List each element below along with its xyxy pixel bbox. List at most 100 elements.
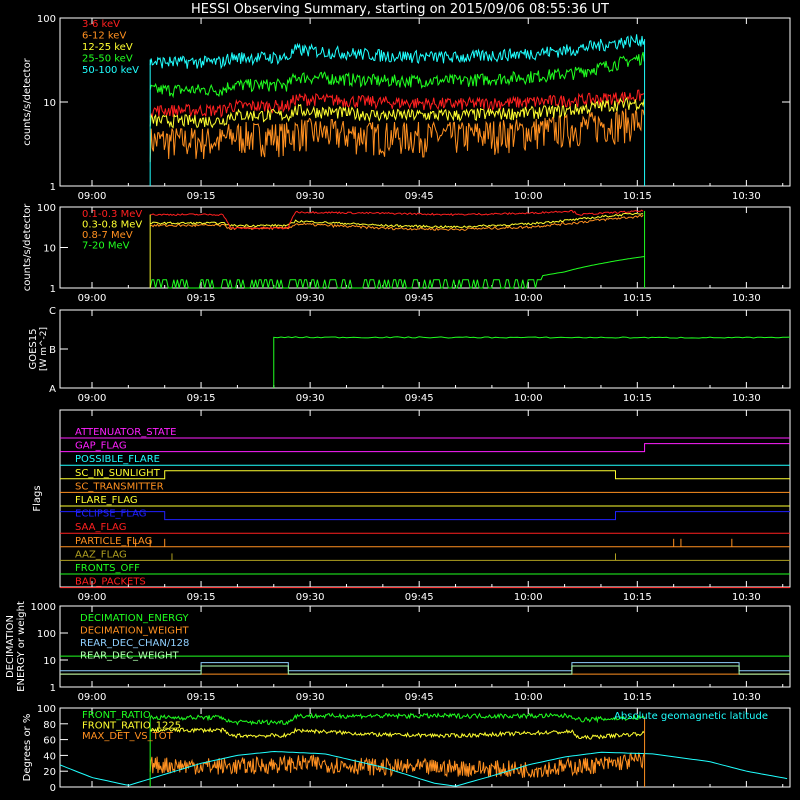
series-line-rear-dec-weight: [60, 665, 790, 675]
panel-frame: [59, 409, 791, 588]
time-tick-label: 09:30: [296, 592, 325, 603]
y-axis-label: counts/s/detector: [22, 57, 33, 145]
time-tick-label: 09:15: [187, 393, 216, 404]
flag-label: ATTENUATOR_STATE: [75, 427, 176, 438]
y-axis-label: GOES15: [28, 328, 39, 369]
y-tick-label: 10: [43, 98, 56, 109]
time-tick-label: 10:30: [732, 393, 761, 404]
y-tick-label: 1: [50, 683, 56, 694]
y-tick-label: 100: [37, 14, 56, 25]
legend-entry: 50-100 keV: [82, 65, 139, 76]
flag-trace-eclipse_flag: [60, 511, 790, 521]
time-tick-label: 09:45: [405, 393, 434, 404]
time-tick-label: 10:00: [514, 293, 543, 304]
series-line-50-100-kev: [149, 34, 645, 70]
flag-label: PARTICLE_FLAG: [75, 536, 152, 547]
decimation-panel: 09:00 09:15 09:30 09:45 10:00 10:15 10:30 1 10 10…: [5, 601, 791, 703]
y-tick-label: 1: [50, 182, 56, 193]
y-tick-label: 1: [50, 284, 56, 295]
y-axis-label: Degrees or %: [22, 714, 33, 782]
flag-label: FRONTS_OFF: [75, 563, 140, 574]
time-tick-label: 09:15: [187, 191, 216, 202]
y-tick-label: 10: [43, 656, 56, 667]
series-line-7-20-mev: [149, 256, 645, 289]
series-line-12-25-kev: [149, 97, 645, 129]
goes-panel: 09:00 09:15 09:30 09:45 10:00 10:15 10:30 A B C GO…: [28, 306, 791, 404]
time-tick-label: 09:00: [78, 191, 107, 202]
time-tick-label: 10:30: [732, 592, 761, 603]
series-line-0-3-0-8-mev: [150, 212, 644, 229]
y-axis-label: DECIMATION: [5, 615, 16, 678]
legend-entry: DECIMATION_WEIGHT: [80, 626, 189, 637]
y-axis-units: [W m^-2]: [39, 327, 49, 371]
legend-entry: REAR_DEC_WEIGHT: [80, 651, 179, 662]
time-tick-label: 09:15: [187, 293, 216, 304]
time-tick-label: 09:45: [405, 692, 434, 703]
time-tick-label: 10:15: [623, 293, 652, 304]
y-tick-label: 0: [50, 783, 56, 794]
legend-entry: 0.1-0.3 MeV: [82, 209, 142, 220]
series-line-front-ratio: [149, 712, 645, 726]
y-axis-label: ENERGY or weight: [16, 601, 27, 692]
flag-trace-sc_in_sunlight: [60, 470, 790, 480]
series-line-25-50-kev: [149, 51, 645, 99]
legend-entry: DECIMATION_ENERGY: [80, 613, 189, 624]
series-line-3-6-kev: [149, 89, 645, 119]
flags-panel: 09:00 09:15 09:30 09:45 10:00 10:15 10:30 Flags…: [32, 409, 791, 603]
panel-frame: [59, 309, 791, 389]
legend-entry: 25-50 keV: [82, 54, 133, 65]
latitude-annotation: Absolute geomagnetic latitude: [614, 711, 768, 722]
time-tick-label: 09:45: [405, 293, 434, 304]
series-line-rear-dec-chan-128: [60, 662, 790, 672]
time-tick-label: 09:00: [78, 393, 107, 404]
flag-label: GAP_FLAG: [75, 441, 127, 452]
flag-label: BAD_PACKETS: [75, 577, 146, 588]
legend-entry: REAR_DEC_CHAN/128: [80, 638, 189, 649]
time-tick-label: 10:00: [514, 592, 543, 603]
series-line-goes15: [273, 336, 791, 388]
y-axis-label: Flags: [32, 485, 43, 511]
y-tick-label: 100: [37, 629, 56, 640]
legend-entry: 0.8-7 MeV: [82, 230, 133, 241]
time-tick-label: 09:45: [405, 191, 434, 202]
time-tick-label: 09:00: [78, 592, 107, 603]
time-tick-label: 09:30: [296, 393, 325, 404]
y-tick-label: 100: [37, 203, 56, 214]
legend-entry: 6-12 keV: [82, 31, 126, 42]
panels: 09:00 09:15 09:30 09:45 10:00 10:15 10:3011010…: [5, 14, 791, 794]
y-tick-label: C: [49, 306, 56, 317]
y-axis-label: counts/s/detector: [22, 203, 33, 291]
series-line-geomagnetic-latitude: [59, 750, 788, 787]
y-tick-label: 80: [43, 720, 56, 731]
time-tick-label: 10:00: [514, 393, 543, 404]
time-tick-label: 09:15: [187, 692, 216, 703]
time-tick-label: 10:15: [623, 393, 652, 404]
panel-frame: [59, 206, 791, 289]
time-tick-label: 10:15: [623, 592, 652, 603]
time-tick-label: 10:15: [623, 191, 652, 202]
time-tick-label: 10:00: [514, 692, 543, 703]
time-tick-label: 09:30: [296, 692, 325, 703]
high-energy-panel: 09:00 09:15 09:30 09:45 10:00 10:15 10:30 1 10 10…: [22, 203, 791, 304]
legend-entry: 7-20 MeV: [82, 241, 130, 252]
y-tick-label: 100: [37, 704, 56, 715]
legend-entry: MAX_DET_VS_TOT: [82, 731, 174, 742]
flag-label: FLARE_FLAG: [75, 495, 138, 506]
ratio-panel: 0 20 40 60 80 100 Degrees or % FRONT_RATIOFRONT…: [22, 704, 791, 794]
figure-title: HESSI Observing Summary, starting on 201…: [191, 2, 609, 17]
panel-frame: [59, 605, 791, 688]
flag-label: SC_IN_SUNLIGHT: [75, 468, 161, 479]
time-tick-label: 09:30: [296, 191, 325, 202]
time-tick-label: 10:30: [732, 293, 761, 304]
y-tick-label: A: [49, 384, 56, 395]
flag-label: ECLIPSE_FLAG: [75, 509, 146, 520]
series-line-front-ratio-1225: [149, 726, 645, 740]
flag-label: POSSIBLE_FLARE: [75, 454, 160, 465]
time-tick-label: 10:00: [514, 191, 543, 202]
panel-frame: [59, 707, 791, 788]
time-tick-label: 09:00: [78, 293, 107, 304]
legend-entry: 12-25 keV: [82, 42, 133, 53]
time-tick-label: 09:15: [187, 592, 216, 603]
y-tick-label: 20: [43, 767, 56, 778]
